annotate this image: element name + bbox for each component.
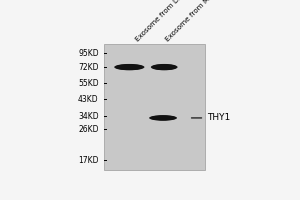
Ellipse shape: [120, 65, 139, 69]
Ellipse shape: [154, 116, 172, 119]
Ellipse shape: [152, 64, 176, 70]
Ellipse shape: [153, 116, 173, 120]
Bar: [104, 44, 205, 170]
Text: Exosome from MHCC-97h: Exosome from MHCC-97h: [164, 0, 233, 42]
Text: 34KD: 34KD: [78, 112, 99, 121]
Ellipse shape: [117, 65, 142, 70]
Ellipse shape: [157, 66, 172, 69]
Ellipse shape: [151, 116, 175, 120]
Ellipse shape: [156, 65, 173, 69]
Ellipse shape: [152, 116, 174, 120]
Ellipse shape: [155, 117, 171, 119]
Ellipse shape: [114, 64, 145, 70]
Ellipse shape: [121, 66, 138, 69]
Ellipse shape: [158, 66, 170, 68]
Text: Exosome from LO2: Exosome from LO2: [134, 0, 186, 42]
Text: 55KD: 55KD: [78, 79, 99, 88]
Ellipse shape: [151, 64, 178, 70]
Ellipse shape: [155, 65, 173, 69]
Ellipse shape: [116, 64, 142, 70]
Ellipse shape: [153, 65, 175, 70]
Ellipse shape: [158, 66, 171, 68]
Ellipse shape: [118, 65, 141, 69]
Text: 26KD: 26KD: [78, 125, 99, 134]
Ellipse shape: [156, 117, 170, 119]
Ellipse shape: [152, 64, 177, 70]
Ellipse shape: [119, 65, 140, 69]
Text: 72KD: 72KD: [78, 63, 99, 72]
Ellipse shape: [150, 115, 176, 120]
Text: THY1: THY1: [191, 113, 230, 122]
Ellipse shape: [149, 115, 177, 121]
Ellipse shape: [122, 66, 137, 68]
Ellipse shape: [154, 65, 174, 69]
Ellipse shape: [157, 117, 169, 119]
Ellipse shape: [152, 116, 174, 120]
Text: 17KD: 17KD: [78, 156, 99, 165]
Ellipse shape: [115, 64, 143, 70]
Text: 43KD: 43KD: [78, 95, 99, 104]
Text: 95KD: 95KD: [78, 49, 99, 58]
Ellipse shape: [122, 66, 136, 68]
